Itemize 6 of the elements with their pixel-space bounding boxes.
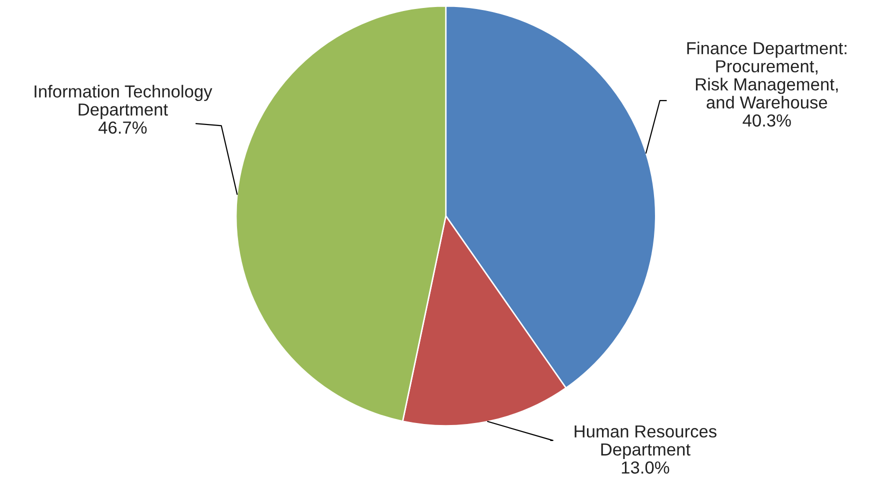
slice-label: Finance Department: Procurement, Risk Management, and Warehouse	[687, 42, 846, 109]
data-label: 40.3%	[742, 114, 791, 127]
data-label: 46.7%	[98, 121, 147, 134]
data-label: 13.0%	[622, 461, 670, 474]
slice-label: Human Resources Department	[574, 425, 716, 460]
slice-label: Information Technology Department	[34, 84, 212, 120]
